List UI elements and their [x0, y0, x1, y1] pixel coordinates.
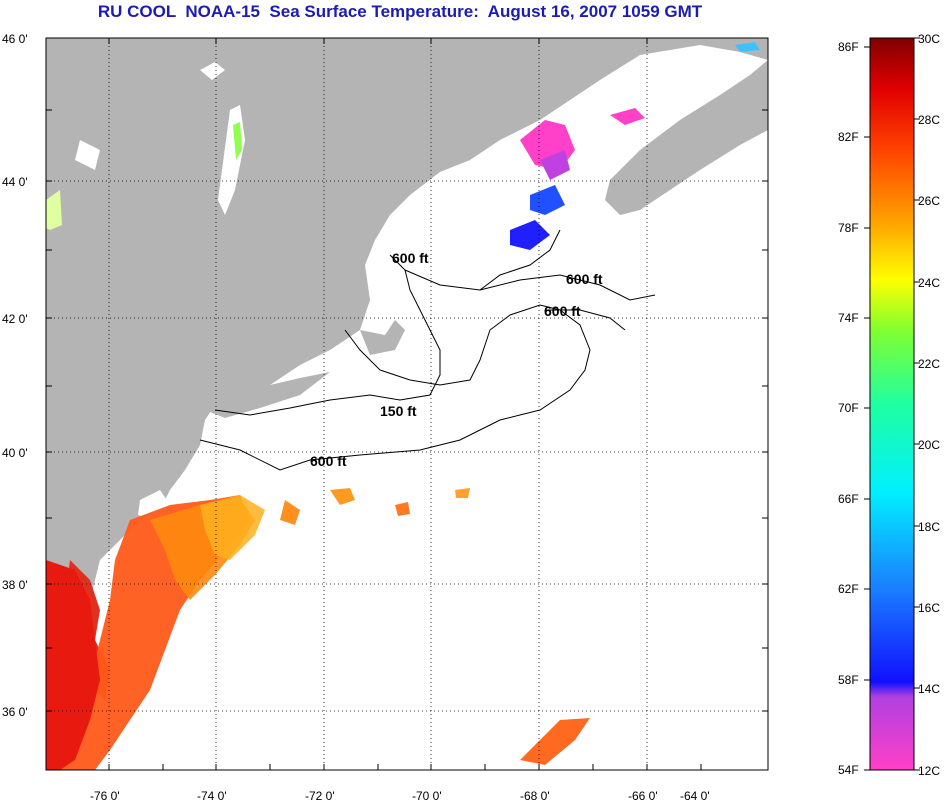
colorbar-f-label-74: 74F	[838, 311, 859, 325]
colorbar-c-label-22: 22C	[918, 357, 940, 371]
lon-label-72: -72 0'	[305, 789, 335, 803]
map-ticks	[46, 38, 768, 770]
colorbar-f-label-70: 70F	[838, 401, 859, 415]
lat-label-42: 42 0'	[2, 312, 28, 326]
colorbar-c-label-18: 18C	[918, 520, 940, 534]
contour-label-600-east: 600 ft	[566, 271, 603, 287]
lon-label-70: -70 0'	[412, 789, 442, 803]
lon-label-76: -76 0'	[90, 789, 120, 803]
map-grid	[46, 38, 768, 770]
colorbar-f-label-54: 54F	[838, 763, 859, 777]
map-title: RU COOL NOAA-15 Sea Surface Temperature:…	[97, 2, 703, 21]
colorbar-f-label-82: 82F	[838, 130, 859, 144]
gulf-of-maine-patches	[510, 42, 760, 250]
map-frame	[45, 37, 769, 771]
colorbar-c-label-16: 16C	[918, 601, 940, 615]
colorbar-f-label-58: 58F	[838, 673, 859, 687]
land-nova-scotia	[605, 60, 768, 215]
lat-label-46: 46 0'	[2, 32, 28, 46]
contour-label-600-west: 600 ft	[392, 250, 429, 266]
colorbar-f-label-78: 78F	[838, 221, 859, 235]
contour-label-600-georges: 600 ft	[544, 303, 581, 319]
colorbar-f-label-86: 86F	[838, 40, 859, 54]
colorbar-c-label-24: 24C	[918, 276, 940, 290]
map-panel: 600 ft 600 ft 600 ft 150 ft 600 ft 46 0'…	[2, 32, 769, 803]
lat-label-44: 44 0'	[2, 175, 28, 189]
temperature-colorbar: 86F 82F 78F 74F 70F 66F 62F 58F 54F 30C …	[838, 32, 940, 778]
lat-label-38: 38 0'	[2, 578, 28, 592]
land-cape-cod	[360, 320, 405, 355]
sst-patches	[46, 488, 590, 770]
contour-label-150: 150 ft	[380, 403, 417, 419]
inland-speckles	[46, 62, 245, 230]
colorbar-c-label-30: 30C	[918, 32, 940, 46]
colorbar-c-label-20: 20C	[918, 438, 940, 452]
colorbar-f-label-66: 66F	[838, 492, 859, 506]
colorbar-c-label-26: 26C	[918, 194, 940, 208]
colorbar-c-label-14: 14C	[918, 682, 940, 696]
lon-label-66: -66 0'	[628, 789, 658, 803]
land-long-island	[205, 372, 330, 418]
lon-label-74: -74 0'	[197, 789, 227, 803]
lat-label-40: 40 0'	[2, 446, 28, 460]
colorbar-ticks	[864, 37, 920, 771]
colorbar-gradient	[869, 37, 915, 771]
colorbar-f-label-62: 62F	[838, 582, 859, 596]
land-mainland	[46, 38, 768, 760]
lon-label-68: -68 0'	[520, 789, 550, 803]
colorbar-c-label-28: 28C	[918, 113, 940, 127]
colorbar-c-label-12: 12C	[918, 764, 940, 778]
contour-label-600-south: 600 ft	[310, 453, 347, 469]
lat-label-36: 36 0'	[2, 705, 28, 719]
lon-label-64: -64 0'	[680, 789, 710, 803]
bathymetry-contours	[199, 229, 656, 471]
